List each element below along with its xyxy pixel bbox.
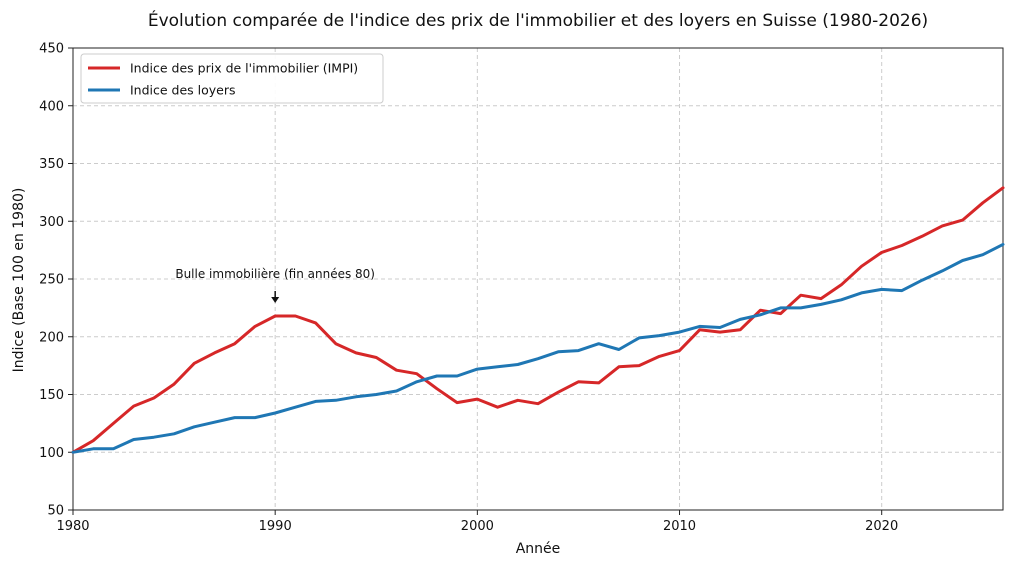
x-tick-label: 1990 — [259, 519, 292, 534]
y-tick-label: 350 — [39, 157, 64, 172]
y-tick-label: 100 — [39, 446, 64, 461]
x-tick-label: 2010 — [663, 519, 696, 534]
annotation-arrowhead — [271, 296, 280, 303]
y-tick-label: 250 — [39, 273, 64, 288]
legend-box — [80, 53, 384, 104]
series-layer — [71, 186, 1005, 454]
x-axis-ticks: 1980 1990 2000 2010 2020 — [56, 510, 898, 534]
legend-label: Indice des prix de l'immobilier (IMPI) — [130, 61, 358, 76]
y-tick-label: 150 — [39, 388, 64, 403]
series-line-impi — [71, 186, 1005, 454]
chart-title: Évolution comparée de l'indice des prix … — [148, 9, 928, 31]
x-tick-label: 2000 — [461, 519, 494, 534]
legend: Indice des prix de l'immobilier (IMPI) In… — [80, 53, 384, 104]
x-axis-label: Année — [516, 541, 561, 557]
series-line-loyers — [71, 242, 1005, 454]
x-tick-label: 2020 — [865, 519, 898, 534]
y-tick-label: 450 — [39, 42, 64, 57]
y-axis-ticks: 50 100 150 200 250 300 350 400 450 — [39, 42, 73, 519]
annotation-text: Bulle immobilière (fin années 80) — [175, 267, 375, 281]
y-tick-label: 300 — [39, 215, 64, 230]
x-tick-label: 1980 — [56, 519, 89, 534]
y-axis-label: Indice (Base 100 en 1980) — [11, 188, 27, 373]
y-tick-label: 200 — [39, 330, 64, 345]
annotation-layer: Bulle immobilière (fin années 80) — [175, 267, 375, 303]
y-tick-label: 50 — [47, 504, 64, 519]
y-tick-label: 400 — [39, 99, 64, 114]
legend-label: Indice des loyers — [130, 83, 236, 98]
